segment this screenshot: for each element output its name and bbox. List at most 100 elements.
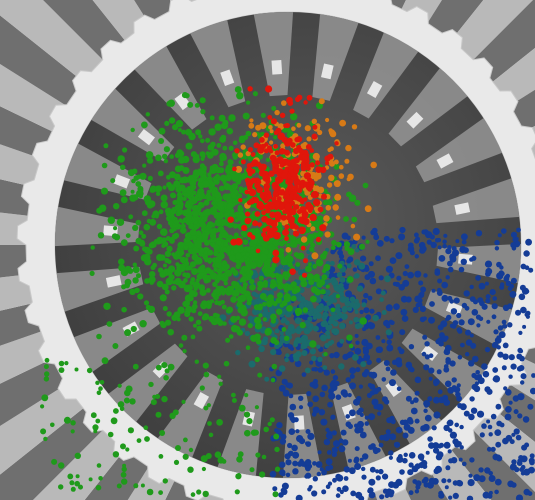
particle [306, 136, 312, 142]
particle [183, 245, 189, 251]
particle [292, 451, 300, 459]
particle [405, 395, 412, 402]
particle [312, 406, 320, 414]
particle [250, 168, 256, 174]
particle [238, 404, 246, 412]
particle [358, 243, 366, 250]
particle [185, 214, 192, 221]
particle [283, 293, 291, 301]
particle [361, 302, 367, 308]
particle [521, 287, 529, 295]
particle [408, 344, 415, 350]
particle [223, 281, 228, 286]
particle [133, 483, 139, 489]
particle [207, 144, 215, 151]
particle [265, 85, 273, 93]
particle [243, 411, 251, 418]
particle [248, 122, 255, 129]
particle [261, 454, 267, 460]
particle [180, 227, 187, 234]
particle [398, 233, 406, 241]
particle [270, 272, 276, 278]
particle [308, 279, 315, 286]
particle [356, 285, 364, 292]
fin-highlight [406, 111, 424, 129]
particle [445, 465, 451, 471]
particle [206, 221, 214, 229]
particle [368, 261, 374, 267]
particle [299, 321, 306, 329]
particle [287, 183, 294, 190]
particle [414, 390, 420, 396]
particle [213, 250, 219, 257]
particle [328, 128, 333, 133]
particle [236, 473, 242, 478]
particle [471, 309, 479, 316]
particle [92, 424, 99, 431]
particle [333, 280, 339, 286]
particle [468, 360, 475, 367]
particle [505, 273, 510, 279]
particle [163, 146, 170, 153]
particle [315, 258, 324, 267]
particle [369, 308, 375, 314]
particle [138, 194, 143, 199]
particle [40, 404, 45, 409]
particle [376, 346, 384, 354]
particle [138, 230, 144, 235]
particle [293, 147, 300, 155]
particle [310, 191, 318, 198]
particle [338, 291, 345, 297]
particle [395, 478, 403, 486]
particle [474, 374, 480, 381]
particle [381, 310, 387, 315]
lifter-fin [156, 371, 223, 460]
particle [250, 152, 256, 157]
particle [453, 297, 460, 304]
particle [162, 231, 168, 237]
particle [122, 463, 127, 468]
particle [181, 399, 186, 404]
fin-highlight [454, 202, 471, 215]
particle [396, 275, 402, 281]
particle [139, 172, 147, 180]
particle [328, 392, 336, 400]
particle [306, 301, 313, 308]
particle [379, 494, 385, 500]
particle [494, 478, 502, 486]
particle [300, 165, 307, 172]
particle [366, 359, 372, 365]
particle [428, 353, 434, 359]
particle [143, 253, 151, 261]
lifter-fin [89, 87, 175, 162]
particle [323, 215, 330, 222]
particle [318, 98, 325, 105]
outer-blade [0, 144, 45, 188]
particle [195, 230, 202, 236]
particle [248, 188, 257, 197]
particle [133, 245, 140, 252]
particle [317, 206, 324, 213]
particle [272, 161, 279, 168]
particle [300, 200, 305, 205]
particle [97, 232, 105, 239]
particle [327, 481, 333, 486]
particle [261, 310, 269, 318]
particle [255, 338, 262, 345]
particle [486, 446, 492, 452]
particle [110, 417, 118, 425]
particle [167, 328, 174, 336]
particle [269, 470, 277, 478]
particle [428, 376, 433, 381]
particle [399, 419, 406, 425]
particle [311, 118, 317, 125]
fin-highlight [105, 275, 122, 288]
particle [213, 211, 221, 220]
particle [159, 430, 166, 436]
particle [202, 362, 209, 369]
particle [295, 328, 302, 334]
particle [175, 120, 184, 128]
particle [476, 410, 485, 418]
particle [330, 307, 336, 313]
particle [163, 263, 167, 268]
